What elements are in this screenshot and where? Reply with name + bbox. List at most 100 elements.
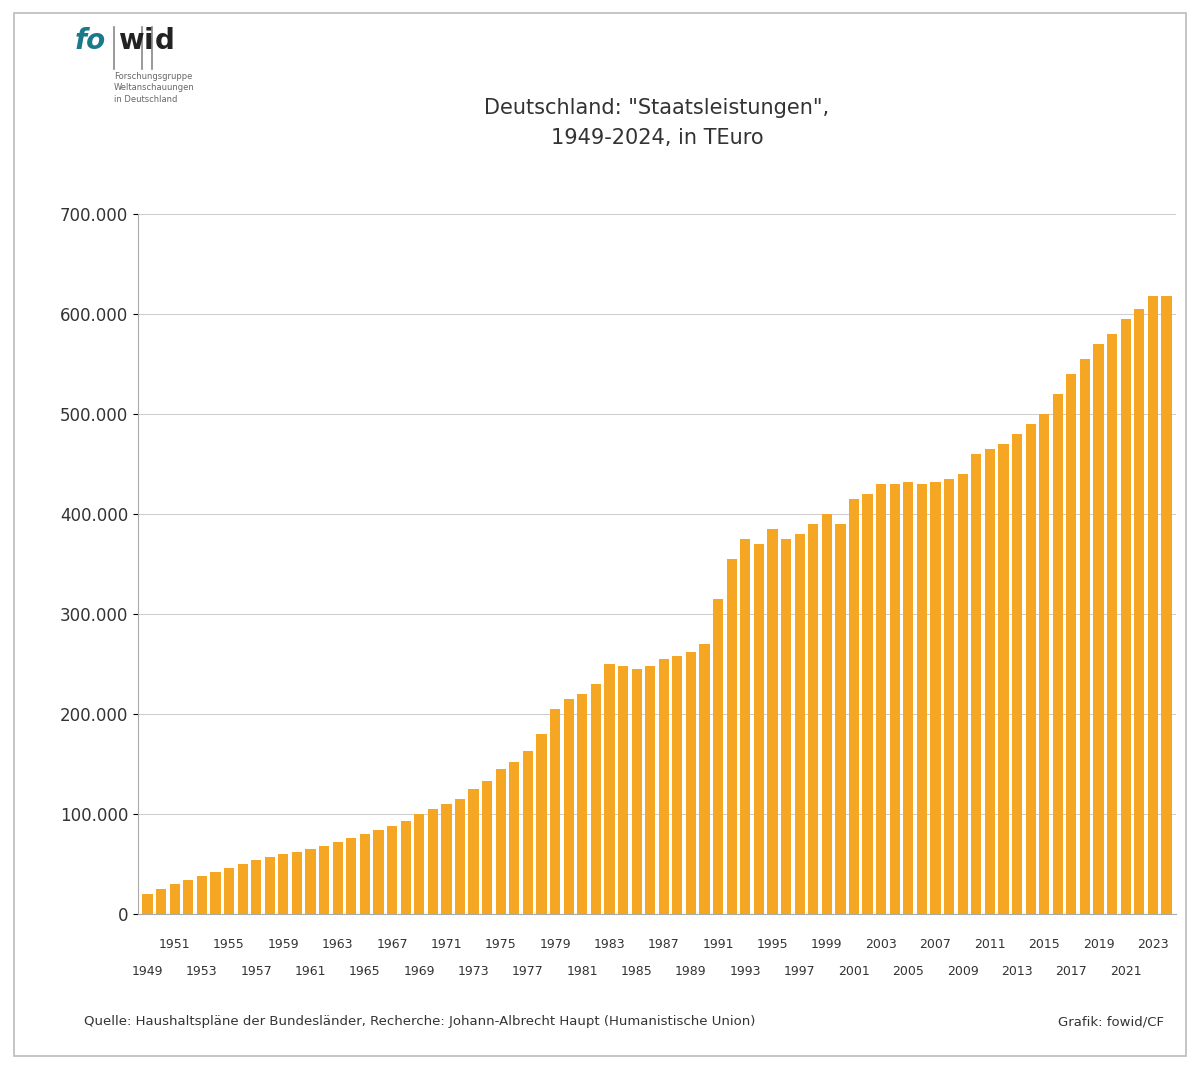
Bar xyxy=(306,849,316,914)
Bar xyxy=(794,533,805,914)
Bar xyxy=(1134,309,1145,914)
Text: 1959: 1959 xyxy=(268,938,299,950)
Text: 1967: 1967 xyxy=(377,938,408,950)
Bar xyxy=(822,514,832,914)
Bar xyxy=(468,789,479,914)
Bar xyxy=(971,454,982,914)
Bar xyxy=(1093,344,1104,914)
Bar xyxy=(414,814,425,914)
Bar xyxy=(577,694,587,914)
Bar xyxy=(1108,334,1117,914)
Bar xyxy=(564,699,574,914)
Bar xyxy=(509,762,520,914)
Bar xyxy=(169,884,180,914)
Bar xyxy=(618,666,628,914)
Bar xyxy=(238,864,247,914)
Bar xyxy=(917,484,928,914)
Bar xyxy=(319,846,329,914)
Text: 1953: 1953 xyxy=(186,965,217,978)
Text: w: w xyxy=(118,27,143,55)
Bar xyxy=(1162,296,1171,914)
Bar xyxy=(1148,296,1158,914)
Bar xyxy=(156,889,166,914)
Bar xyxy=(713,599,724,914)
Bar xyxy=(332,842,343,914)
Bar xyxy=(808,524,818,914)
Text: Deutschland: "Staatsleistungen",
1949-2024, in TEuro: Deutschland: "Staatsleistungen", 1949-20… xyxy=(485,98,829,148)
Bar xyxy=(482,781,492,914)
Text: 1963: 1963 xyxy=(322,938,354,950)
Bar xyxy=(1012,434,1022,914)
Bar xyxy=(1052,393,1063,914)
Text: 1951: 1951 xyxy=(158,938,191,950)
Bar xyxy=(523,750,533,914)
Bar xyxy=(442,804,451,914)
Bar xyxy=(631,669,642,914)
Bar xyxy=(930,482,941,914)
Text: Quelle: Haushaltspläne der Bundesländer, Recherche: Johann-Albrecht Haupt (Human: Quelle: Haushaltspläne der Bundesländer,… xyxy=(84,1016,755,1028)
Bar xyxy=(781,539,791,914)
Text: Grafik: fowid/CF: Grafik: fowid/CF xyxy=(1058,1016,1164,1028)
Bar xyxy=(1080,359,1090,914)
Bar xyxy=(496,769,506,914)
Bar xyxy=(401,821,410,914)
Text: 1991: 1991 xyxy=(702,938,734,950)
Text: 2003: 2003 xyxy=(865,938,898,950)
Bar xyxy=(455,799,466,914)
Bar xyxy=(360,834,370,914)
Bar xyxy=(536,734,547,914)
Bar xyxy=(373,830,384,914)
Text: d: d xyxy=(155,27,175,55)
Text: 1989: 1989 xyxy=(676,965,707,978)
Text: 1971: 1971 xyxy=(431,938,462,950)
Text: 1955: 1955 xyxy=(214,938,245,950)
Text: 1995: 1995 xyxy=(757,938,788,950)
Bar xyxy=(143,894,152,914)
Bar xyxy=(1067,374,1076,914)
Text: 1985: 1985 xyxy=(620,965,653,978)
Bar xyxy=(686,652,696,914)
Bar xyxy=(754,544,764,914)
Text: 1993: 1993 xyxy=(730,965,761,978)
Text: i: i xyxy=(144,27,154,55)
Bar xyxy=(210,872,221,914)
Bar xyxy=(904,482,913,914)
Bar xyxy=(958,474,967,914)
Text: 1949: 1949 xyxy=(132,965,163,978)
Text: 1999: 1999 xyxy=(811,938,842,950)
Bar xyxy=(998,444,1008,914)
Text: fo: fo xyxy=(74,27,106,55)
Bar xyxy=(197,876,206,914)
Bar xyxy=(427,809,438,914)
Bar xyxy=(278,854,288,914)
Bar xyxy=(590,684,601,914)
Bar xyxy=(889,484,900,914)
Text: Forschungsgruppe
Weltanschauungen
in Deutschland: Forschungsgruppe Weltanschauungen in Deu… xyxy=(114,72,194,104)
Text: 1961: 1961 xyxy=(295,965,326,978)
Bar xyxy=(1121,319,1130,914)
Text: 1997: 1997 xyxy=(784,965,816,978)
Bar xyxy=(224,868,234,914)
Text: 1983: 1983 xyxy=(594,938,625,950)
Text: 1957: 1957 xyxy=(240,965,272,978)
Text: 2021: 2021 xyxy=(1110,965,1141,978)
Bar xyxy=(184,880,193,914)
Text: 1979: 1979 xyxy=(539,938,571,950)
Text: 2007: 2007 xyxy=(919,938,952,950)
Bar xyxy=(672,656,683,914)
Bar xyxy=(767,529,778,914)
Text: 1977: 1977 xyxy=(512,965,544,978)
Bar xyxy=(292,852,302,914)
Text: 2015: 2015 xyxy=(1028,938,1060,950)
Bar xyxy=(835,524,846,914)
Text: 2019: 2019 xyxy=(1082,938,1115,950)
Text: 2017: 2017 xyxy=(1056,965,1087,978)
Text: 1965: 1965 xyxy=(349,965,380,978)
Text: 1975: 1975 xyxy=(485,938,517,950)
Bar xyxy=(646,666,655,914)
Text: 1973: 1973 xyxy=(457,965,490,978)
Text: 1987: 1987 xyxy=(648,938,679,950)
Bar xyxy=(1026,423,1036,914)
Bar xyxy=(251,859,262,914)
Bar xyxy=(863,494,872,914)
